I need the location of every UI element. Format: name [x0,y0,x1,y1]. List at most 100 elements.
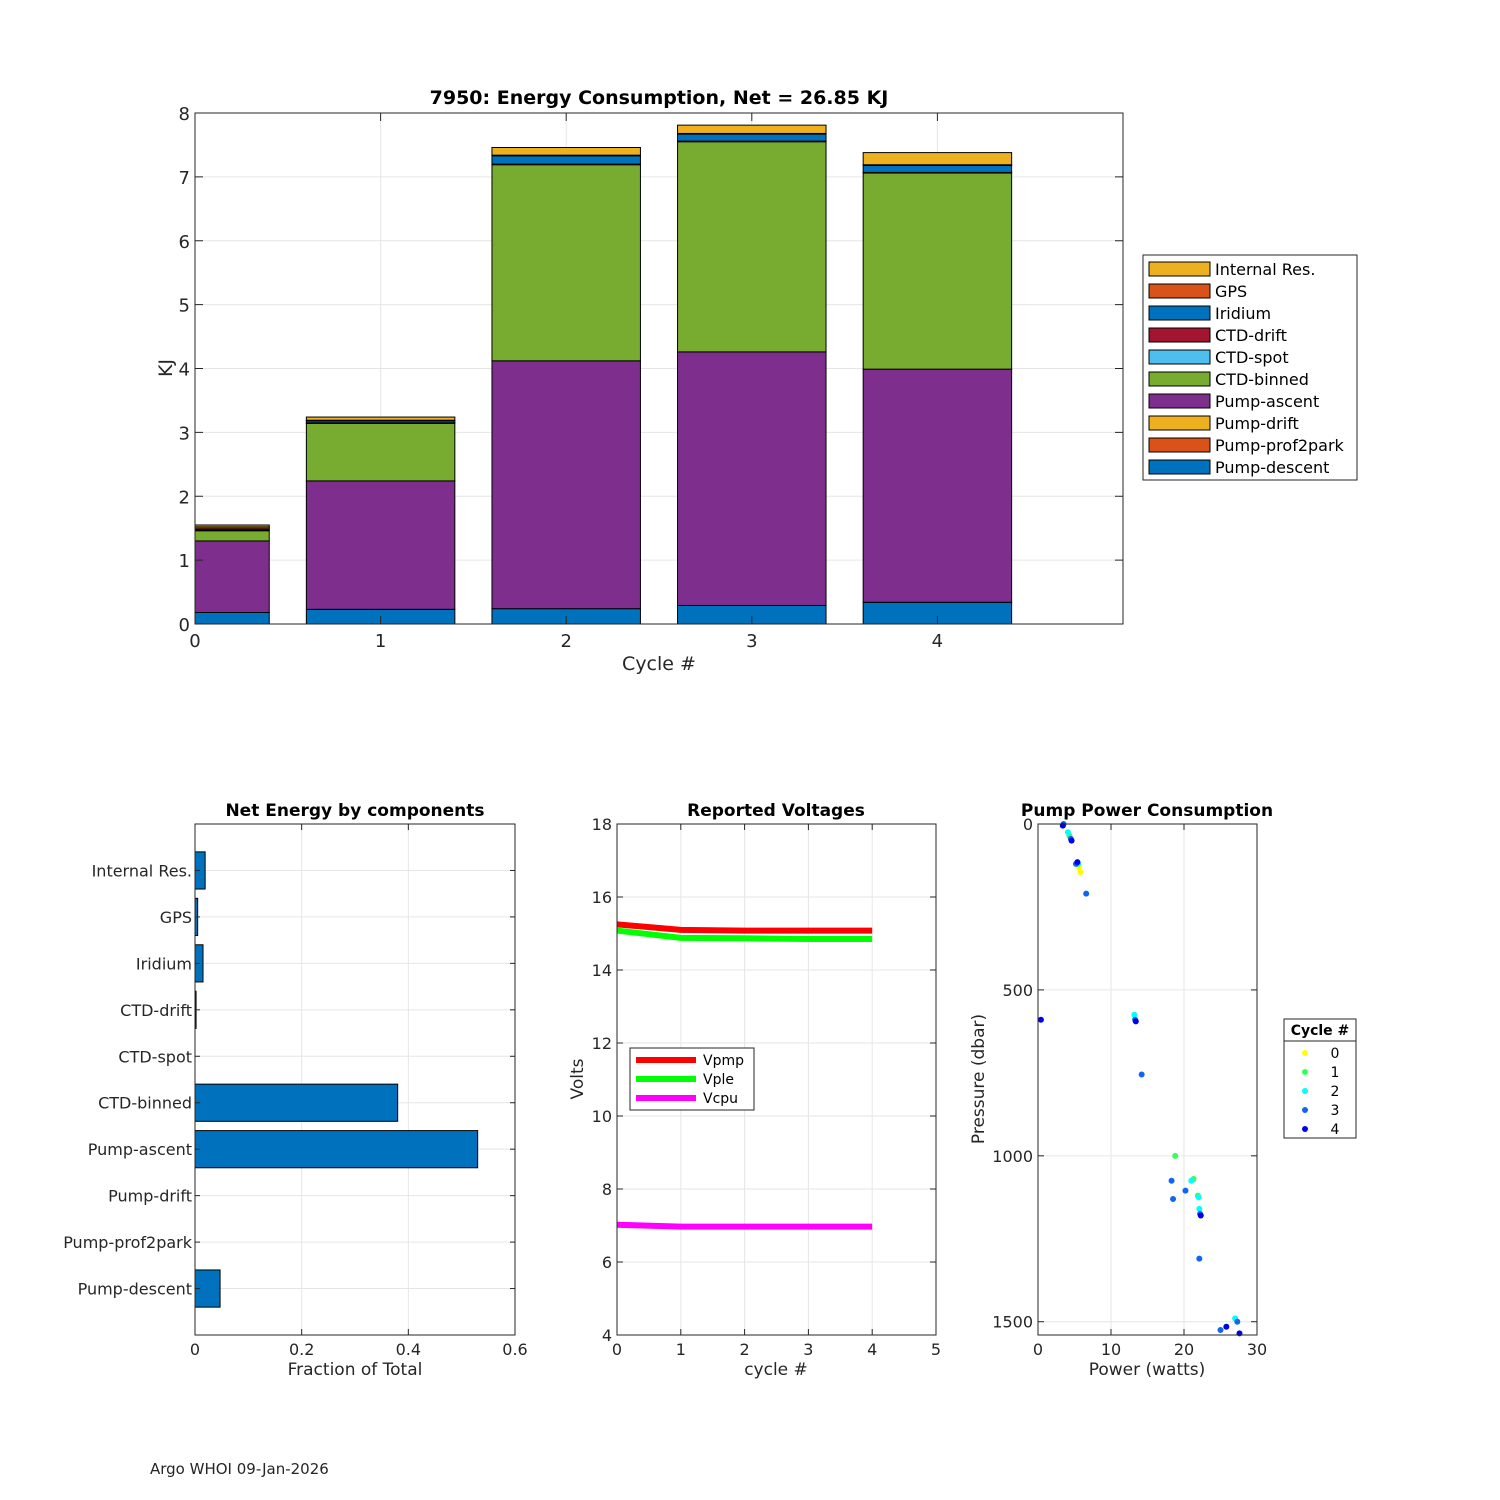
volt-ytick-label: 10 [592,1107,612,1126]
main-legend-label: CTD-binned [1215,370,1309,389]
main-ytick-label: 2 [179,487,190,508]
main-legend-label: CTD-drift [1215,326,1287,345]
main-ytick-label: 7 [179,168,190,189]
pump-legend-marker [1302,1126,1308,1132]
main-title: 7950: Energy Consumption, Net = 26.85 KJ [430,87,889,109]
volt-legend[interactable]: Vpmp Vple Vcpu [629,1047,755,1111]
hbar-category-label: CTD-binned [98,1094,192,1113]
net-energy-components-chart: 0 0.2 0.4 0.6 Internal Res. GPS Iridium CTD-dri… [63,801,528,1380]
volt-title: Reported Voltages [687,801,865,821]
pump-ylabel: Pressure (dbar) [969,1014,989,1144]
main-legend-label: Pump-prof2park [1215,436,1345,455]
pump-xtick-label: 20 [1174,1340,1194,1359]
hbar-ticks: 0 0.2 0.4 0.6 Internal Res. GPS Iridium CTD-dri… [63,824,528,1359]
hbar-axes-box [194,823,516,1336]
main-legend-label: Pump-ascent [1215,392,1319,411]
volt-series-line [616,921,873,934]
pump-point [1197,1212,1204,1219]
main-legend-swatch [1148,415,1211,431]
hbar-category-label: Pump-descent [78,1280,192,1299]
volt-ylabel: Volts [568,1058,588,1099]
main-legend[interactable]: Internal Res. GPS Iridium CTD-drift CTD-spot… [1142,254,1358,481]
main-legend-label: Internal Res. [1215,260,1315,279]
pump-point [1168,1177,1175,1184]
main-xlabel: Cycle # [622,653,696,675]
main-xtick-label: 2 [560,631,571,652]
pump-xtick-label: 30 [1247,1340,1267,1359]
pump-point [1182,1187,1189,1194]
pump-legend-label: 2 [1331,1084,1340,1100]
main-bar-segment [677,141,827,353]
main-bar-segment [491,146,641,156]
pump-point [1077,869,1084,876]
main-ytick-label: 4 [179,360,190,381]
volt-xtick-label: 3 [803,1340,813,1359]
hbar-xtick-label: 0.6 [502,1340,527,1359]
pump-legend-marker [1302,1069,1308,1075]
pump-point [1083,890,1090,897]
pump-legend-label: 3 [1331,1103,1340,1119]
pump-legend-title: Cycle # [1291,1023,1350,1039]
pump-point [1170,1195,1177,1202]
pump-legend[interactable]: Cycle # 0 1 2 3 4 [1283,1018,1357,1139]
hbar-bar [194,1083,399,1122]
volt-xlabel: cycle # [744,1360,808,1380]
main-bar-segment [862,152,1013,166]
volt-xtick-label: 2 [740,1340,750,1359]
main-bar-segment [305,480,456,610]
pump-point [1037,1016,1044,1023]
volt-xtick-label: 1 [676,1340,686,1359]
main-legend-swatch [1148,261,1211,277]
main-bar-segment [862,172,1013,370]
main-xtick-label: 0 [189,631,200,652]
main-legend-swatch [1148,305,1211,321]
volt-ytick-label: 6 [602,1253,612,1272]
main-bar-segment [194,612,270,625]
main-legend-swatch [1148,393,1211,409]
volt-axes-box [616,823,937,1336]
main-bar-segment [677,124,827,134]
main-ytick-label: 3 [179,423,190,444]
main-legend-label: GPS [1215,282,1247,301]
pump-plot-area [1038,824,1257,1335]
pump-point [1064,829,1071,836]
hbar-title: Net Energy by components [225,801,484,821]
volt-ytick-label: 16 [592,888,612,907]
volt-lines [616,921,873,1230]
main-legend-swatch [1148,371,1211,387]
main-legend-label: CTD-spot [1215,348,1289,367]
main-legend-swatch [1148,349,1211,365]
volt-xtick-label: 5 [931,1340,941,1359]
pump-point [1196,1255,1203,1262]
pump-points [1037,821,1243,1337]
main-bar-segment [194,530,270,542]
hbar-xtick-label: 0.2 [289,1340,314,1359]
pump-ytick-label: 500 [1002,981,1033,1000]
volt-ytick-label: 18 [592,815,612,834]
main-bars [194,124,1013,625]
main-bar-segment [862,368,1013,603]
pump-point [1138,1071,1145,1078]
pump-point [1195,1194,1202,1201]
pump-legend-label: 1 [1331,1065,1340,1081]
pump-ytick-label: 0 [1023,815,1033,834]
main-bar-segment [491,164,641,362]
main-legend-swatch [1148,459,1211,475]
pump-point [1196,1205,1203,1212]
main-legend-swatch [1148,327,1211,343]
hbar-bar [194,1130,479,1169]
pump-point [1172,1152,1179,1159]
main-ytick-label: 0 [179,615,190,636]
pump-point [1132,1018,1139,1025]
volt-legend-label: Vcpu [703,1091,738,1107]
pump-xlabel: Power (watts) [1089,1360,1206,1380]
pump-legend-marker [1302,1050,1308,1056]
pump-ytick-label: 1500 [992,1313,1033,1332]
main-xtick-label: 1 [375,631,386,652]
pump-point [1234,1318,1241,1325]
main-legend-swatch [1148,437,1211,453]
volt-xtick-label: 4 [867,1340,877,1359]
main-ytick-label: 6 [179,232,190,253]
hbar-xlabel: Fraction of Total [288,1360,423,1380]
